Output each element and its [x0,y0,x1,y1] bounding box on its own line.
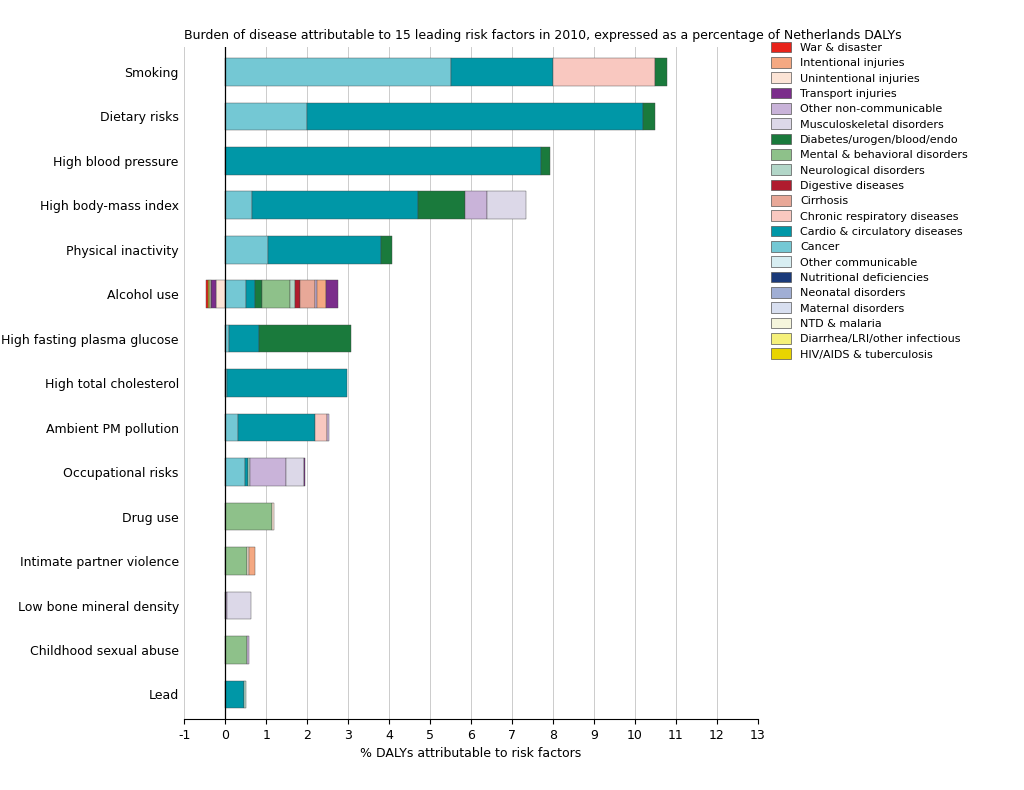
Bar [216,280,225,308]
Bar [327,414,329,442]
Bar [317,280,327,308]
Bar [259,325,351,352]
Bar [225,458,245,486]
Text: Burden of disease attributable to 15 leading risk factors in 2010, expressed as : Burden of disease attributable to 15 lea… [184,29,902,42]
Bar [225,325,228,352]
Bar [245,458,248,486]
Bar [206,280,208,308]
Bar [315,280,317,308]
Bar [225,103,307,130]
Bar [228,325,259,352]
Bar [225,502,272,530]
Bar [381,236,392,264]
Bar [252,191,418,219]
Bar [643,103,654,130]
Bar [303,458,305,486]
Bar [246,280,255,308]
Bar [225,58,451,85]
Bar [225,636,247,664]
Bar [327,280,338,308]
Legend: War & disaster, Intentional injuries, Unintentional injuries, Transport injuries: War & disaster, Intentional injuries, Un… [769,40,970,362]
Bar [272,502,274,530]
Bar [225,236,268,264]
Bar [244,681,246,708]
Bar [295,280,300,308]
X-axis label: % DALYs attributable to risk factors: % DALYs attributable to risk factors [360,747,582,760]
Bar [655,58,667,85]
Bar [300,280,315,308]
Bar [287,458,303,486]
Bar [268,236,381,264]
Bar [225,547,247,575]
Bar [465,191,487,219]
Bar [255,280,262,308]
Bar [541,147,550,175]
Bar [225,370,227,397]
Bar [225,592,227,619]
Bar [249,547,255,575]
Bar [247,636,249,664]
Bar [418,191,465,219]
Bar [307,103,643,130]
Bar [290,280,295,308]
Bar [225,681,244,708]
Bar [238,414,315,442]
Bar [227,592,251,619]
Bar [553,58,655,85]
Bar [211,280,216,308]
Bar [315,414,327,442]
Bar [225,191,252,219]
Bar [225,147,541,175]
Bar [451,58,553,85]
Bar [248,458,250,486]
Bar [262,280,290,308]
Bar [487,191,526,219]
Bar [225,414,238,442]
Bar [227,370,347,397]
Bar [247,547,249,575]
Bar [225,280,246,308]
Bar [250,458,287,486]
